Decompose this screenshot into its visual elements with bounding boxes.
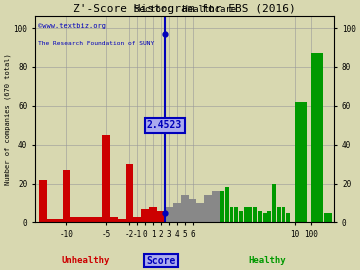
Bar (212, 191, 220, 222)
Bar (134, 217, 141, 222)
Bar (118, 219, 126, 222)
Text: The Research Foundation of SUNY: The Research Foundation of SUNY (38, 41, 154, 46)
Bar (286, 213, 290, 222)
Bar (239, 211, 243, 222)
Bar (47, 219, 55, 222)
Bar (277, 207, 281, 222)
Bar (234, 207, 238, 222)
Bar (253, 207, 257, 222)
Bar (295, 102, 307, 222)
Text: 2.4523: 2.4523 (147, 120, 182, 130)
Y-axis label: Number of companies (670 total): Number of companies (670 total) (4, 53, 11, 185)
Bar (225, 187, 229, 222)
Bar (258, 211, 262, 222)
Text: Score: Score (146, 255, 176, 266)
Text: Healthy: Healthy (248, 255, 286, 265)
Bar (324, 213, 332, 222)
Bar (86, 217, 94, 222)
Bar (272, 184, 276, 222)
Bar (102, 135, 110, 222)
Bar (157, 211, 165, 222)
Bar (263, 213, 266, 222)
Bar (55, 219, 63, 222)
Text: Sector:  Healthcare: Sector: Healthcare (134, 5, 236, 14)
Bar (78, 217, 86, 222)
Bar (244, 207, 248, 222)
Bar (110, 217, 118, 222)
Text: ©www.textbiz.org: ©www.textbiz.org (38, 22, 106, 29)
Bar (94, 217, 102, 222)
Bar (149, 207, 157, 222)
Bar (282, 207, 285, 222)
Bar (181, 195, 189, 222)
Bar (189, 199, 197, 222)
Bar (197, 203, 204, 222)
Bar (141, 209, 149, 222)
Bar (311, 53, 323, 222)
Bar (220, 191, 224, 222)
Bar (204, 195, 212, 222)
Bar (39, 180, 47, 222)
Title: Z'-Score Histogram for EBS (2016): Z'-Score Histogram for EBS (2016) (73, 4, 296, 14)
Bar (165, 207, 173, 222)
Bar (63, 170, 71, 222)
Bar (267, 211, 271, 222)
Bar (230, 207, 234, 222)
Bar (71, 217, 78, 222)
Bar (248, 207, 252, 222)
Bar (126, 164, 134, 222)
Text: Unhealthy: Unhealthy (62, 255, 111, 265)
Bar (173, 203, 181, 222)
